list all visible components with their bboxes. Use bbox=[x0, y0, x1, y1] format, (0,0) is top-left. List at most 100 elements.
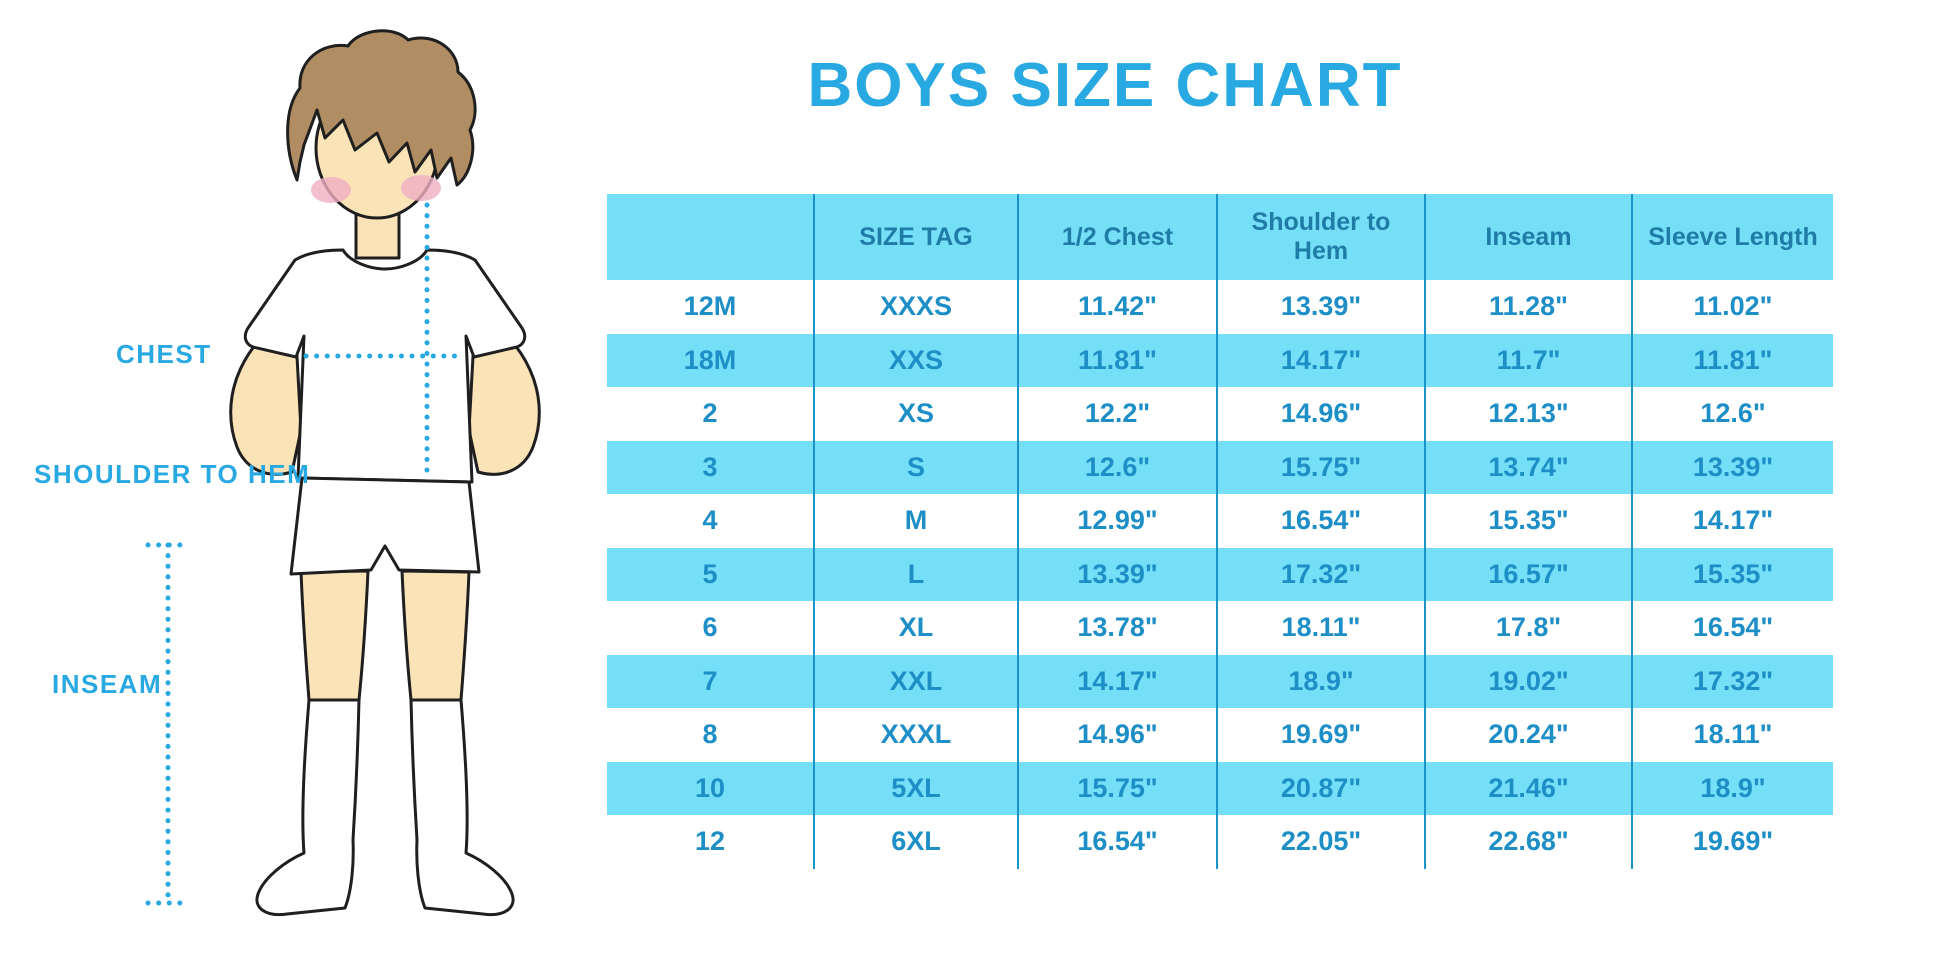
measurement-cell: 11.81" bbox=[1017, 333, 1217, 387]
measurement-cell: 16.54" bbox=[1631, 601, 1833, 655]
column-header-inseam: Inseam bbox=[1424, 194, 1632, 280]
measurement-cell: 19.69" bbox=[1216, 708, 1425, 762]
size-table-body: 12M XXXS 11.42" 13.39" 11.28" 11.02" 18M XXS 11.… bbox=[607, 280, 1833, 869]
measurement-cell: 16.54" bbox=[1017, 815, 1217, 869]
column-header-1-2-chest: 1/2 Chest bbox=[1017, 194, 1217, 280]
measurement-cell: 12.99" bbox=[1017, 494, 1217, 548]
size-cell: 5 bbox=[607, 547, 814, 601]
size-table-header: SIZE TAG 1/2 Chest Shoulder to Hem Inseam Sl… bbox=[607, 194, 1833, 280]
left-blush bbox=[311, 177, 351, 203]
measurement-cell: 14.17" bbox=[1017, 654, 1217, 708]
shorts bbox=[289, 476, 481, 576]
measurement-cell: M bbox=[813, 494, 1018, 548]
measurement-cell: 5XL bbox=[813, 761, 1018, 815]
hair bbox=[286, 29, 477, 187]
measurement-cell: 14.17" bbox=[1216, 333, 1425, 387]
table-row: 8 XXXL 14.96" 19.69" 20.24" 18.11" bbox=[607, 708, 1833, 762]
size-cell: 10 bbox=[607, 761, 814, 815]
measurement-cell: 17.8" bbox=[1424, 601, 1632, 655]
measurement-cell: 12.6" bbox=[1631, 387, 1833, 441]
table-row: 18M XXS 11.81" 14.17" 11.7" 11.81" bbox=[607, 333, 1833, 387]
boy-figure-illustration-icon bbox=[145, 29, 541, 917]
t-shirt bbox=[243, 248, 527, 484]
measurement-cell: 17.32" bbox=[1631, 654, 1833, 708]
measurement-cell: XXXS bbox=[813, 280, 1018, 334]
measurement-cell: 11.28" bbox=[1424, 280, 1632, 334]
measurement-cell: 11.81" bbox=[1631, 333, 1833, 387]
measurement-cell: XXL bbox=[813, 654, 1018, 708]
table-row: 2 XS 12.2" 14.96" 12.13" 12.6" bbox=[607, 387, 1833, 441]
measurement-cell: 12.13" bbox=[1424, 387, 1632, 441]
measurement-cell: 15.75" bbox=[1017, 761, 1217, 815]
measurement-cell: 11.02" bbox=[1631, 280, 1833, 334]
chest-label: CHEST bbox=[116, 339, 212, 369]
size-cell: 8 bbox=[702, 719, 718, 750]
measurement-cell: XS bbox=[813, 387, 1018, 441]
size-cell: 3 bbox=[607, 440, 814, 494]
column-header-shoulder-to-hem: Shoulder to Hem bbox=[1216, 194, 1425, 280]
measurement-cell: 14.17" bbox=[1631, 494, 1833, 548]
measurement-figure: CHEST SHOULDER TO HEM INSEAM bbox=[0, 0, 580, 973]
measurement-cell: 18.9" bbox=[1631, 761, 1833, 815]
size-cell: 4 bbox=[702, 505, 718, 536]
size-cell: 12M bbox=[683, 291, 737, 322]
measurement-cell: 13.78" bbox=[1017, 601, 1217, 655]
measurement-cell: 13.39" bbox=[1216, 280, 1425, 334]
table-row: 10 5XL 15.75" 20.87" 21.46" 18.9" bbox=[607, 761, 1833, 815]
table-row: 5 L 13.39" 17.32" 16.57" 15.35" bbox=[607, 547, 1833, 601]
measurement-cell: 11.7" bbox=[1424, 333, 1632, 387]
measurement-cell: 20.87" bbox=[1216, 761, 1425, 815]
right-blush bbox=[401, 175, 441, 201]
measurement-cell: 14.96" bbox=[1017, 708, 1217, 762]
measurement-cell: S bbox=[813, 440, 1018, 494]
measurement-cell: L bbox=[813, 547, 1018, 601]
measurement-cell: 22.68" bbox=[1424, 815, 1632, 869]
size-cell: 6 bbox=[702, 612, 718, 643]
measurement-cell: 16.57" bbox=[1424, 547, 1632, 601]
measurement-cell: 16.54" bbox=[1216, 494, 1425, 548]
table-row: 12 6XL 16.54" 22.05" 22.68" 19.69" bbox=[607, 815, 1833, 869]
size-cell: 18M bbox=[607, 333, 814, 387]
measurement-cell: 13.39" bbox=[1017, 547, 1217, 601]
measurement-cell: 19.02" bbox=[1424, 654, 1632, 708]
right-sock bbox=[409, 698, 515, 917]
table-row: 3 S 12.6" 15.75" 13.74" 13.39" bbox=[607, 440, 1833, 494]
table-row: 12M XXXS 11.42" 13.39" 11.28" 11.02" bbox=[607, 280, 1833, 334]
measurement-cell: 11.42" bbox=[1017, 280, 1217, 334]
measurement-cell: 13.39" bbox=[1631, 440, 1833, 494]
left-leg bbox=[299, 569, 370, 702]
table-row: 6 XL 13.78" 18.11" 17.8" 16.54" bbox=[607, 601, 1833, 655]
measurement-cell: 18.11" bbox=[1216, 601, 1425, 655]
measurement-cell: 14.96" bbox=[1216, 387, 1425, 441]
size-cell: 12 bbox=[694, 826, 726, 857]
measurement-cell: 19.69" bbox=[1631, 815, 1833, 869]
size-cell: 7 bbox=[607, 654, 814, 708]
column-header-sleeve-length: Sleeve Length bbox=[1631, 194, 1833, 280]
measurement-cell: 22.05" bbox=[1216, 815, 1425, 869]
measurement-cell: 13.74" bbox=[1424, 440, 1632, 494]
measurement-cell: 21.46" bbox=[1424, 761, 1632, 815]
left-sock bbox=[255, 698, 361, 917]
measurement-cell: 15.75" bbox=[1216, 440, 1425, 494]
table-row: 4 M 12.99" 16.54" 15.35" 14.17" bbox=[607, 494, 1833, 548]
right-leg bbox=[400, 569, 471, 702]
measurement-cell: 18.11" bbox=[1631, 708, 1833, 762]
measurement-cell: XXXL bbox=[813, 708, 1018, 762]
measurement-cell: 20.24" bbox=[1424, 708, 1632, 762]
measurement-cell: 12.6" bbox=[1017, 440, 1217, 494]
column-header-size bbox=[607, 194, 814, 280]
measurement-cell: 17.32" bbox=[1216, 547, 1425, 601]
size-cell: 2 bbox=[702, 398, 718, 429]
measurement-cell: 6XL bbox=[813, 815, 1018, 869]
measurement-cell: 12.2" bbox=[1017, 387, 1217, 441]
right-arm bbox=[467, 316, 541, 476]
table-row: 7 XXL 14.17" 18.9" 19.02" 17.32" bbox=[607, 654, 1833, 708]
measurement-cell: 15.35" bbox=[1631, 547, 1833, 601]
column-header-size-tag: SIZE TAG bbox=[813, 194, 1018, 280]
measurement-cell: 15.35" bbox=[1424, 494, 1632, 548]
measurement-cell: XXS bbox=[813, 333, 1018, 387]
shoulder-to-hem-label: SHOULDER TO HEM bbox=[34, 459, 311, 489]
page-title: BOYS SIZE CHART bbox=[807, 51, 1403, 120]
left-arm bbox=[229, 316, 303, 476]
